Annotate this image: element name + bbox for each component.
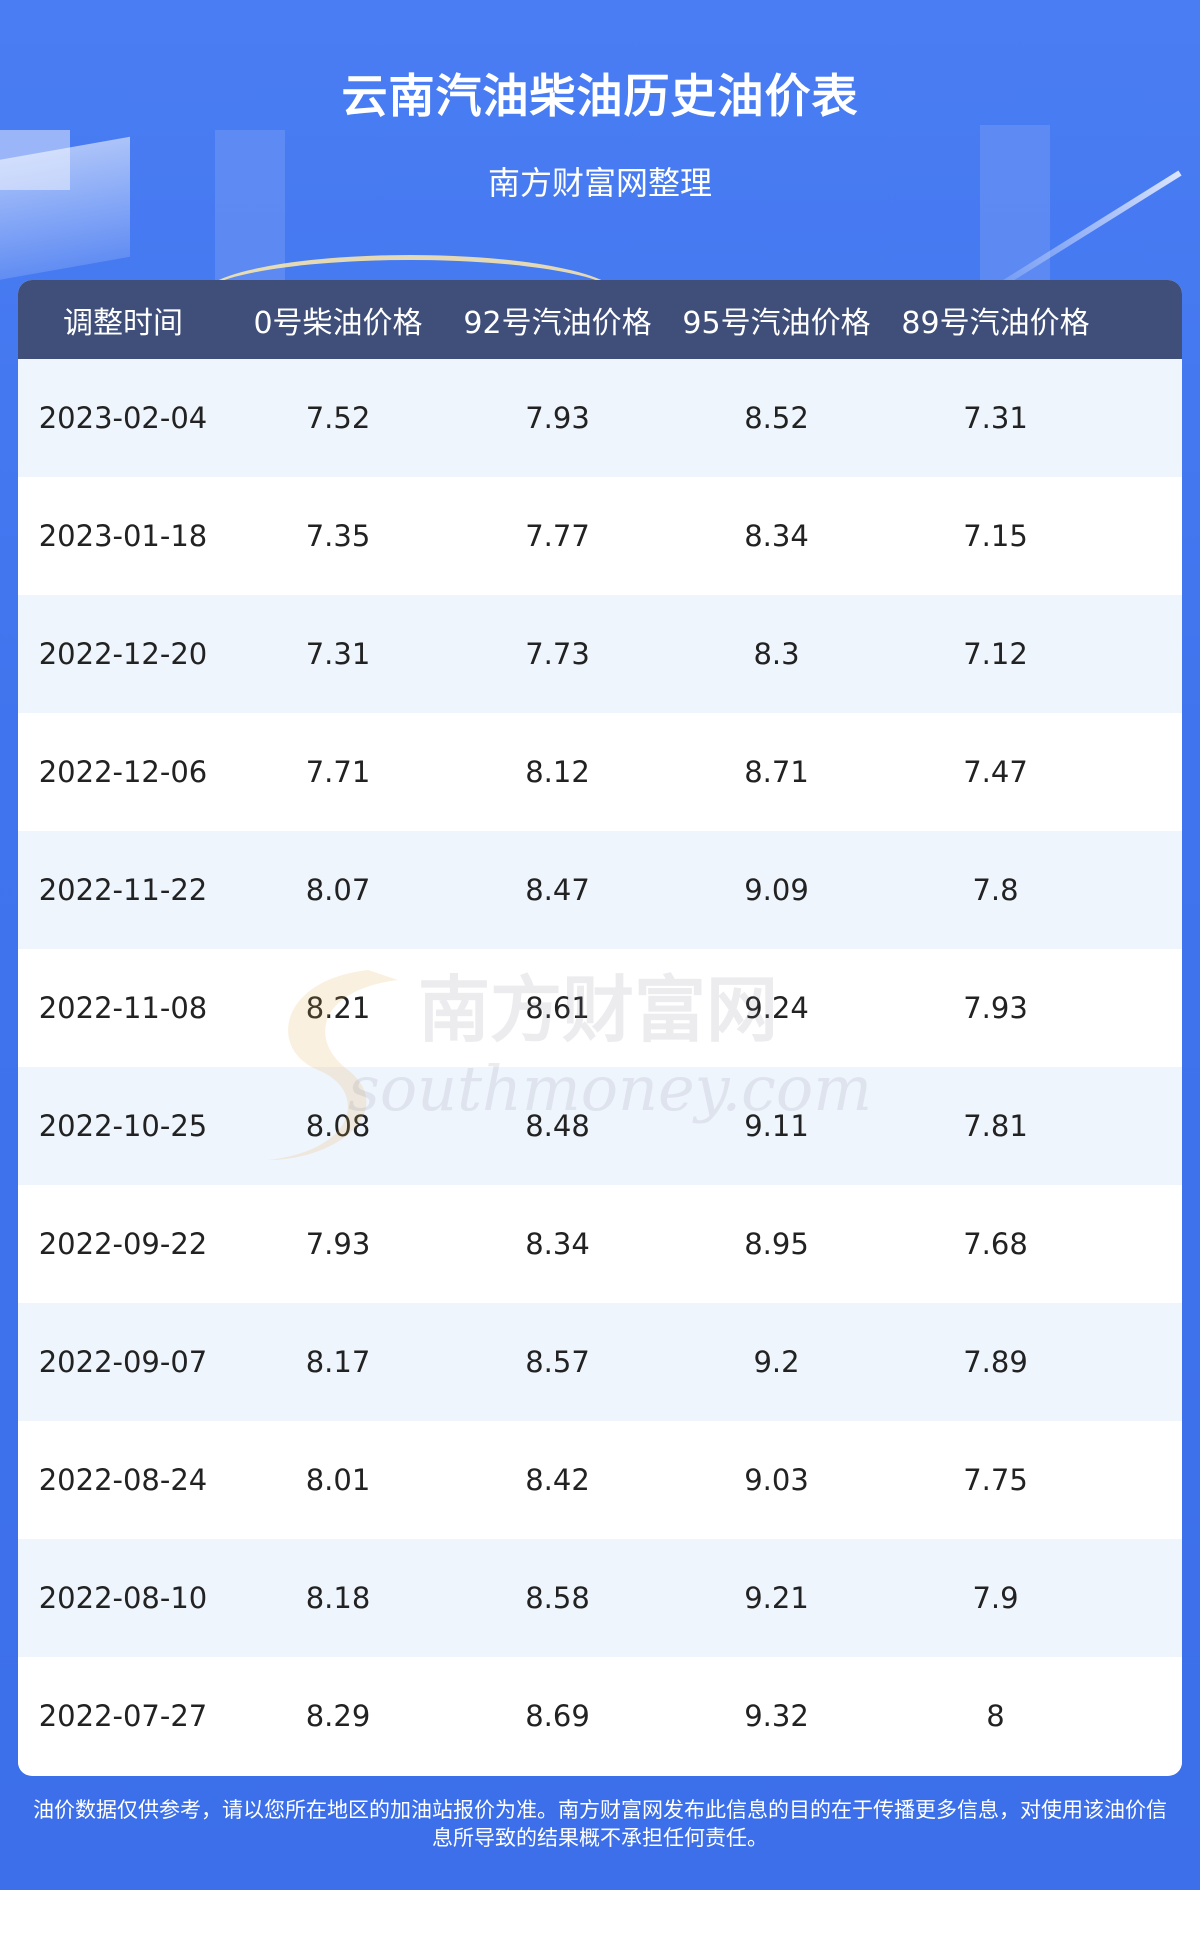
header-diesel-0: 0号柴油价格 <box>253 305 423 341</box>
cell-gasoline-89: 7.81 <box>963 1109 1028 1143</box>
cell-date: 2023-01-18 <box>38 519 208 553</box>
cell-gasoline-92: 8.58 <box>525 1581 590 1615</box>
header-gasoline-95: 95号汽油价格 <box>682 305 871 341</box>
cell-gasoline-95: 9.24 <box>744 991 809 1025</box>
cell-gasoline-92: 7.77 <box>525 519 590 553</box>
disclaimer: 油价数据仅供参考，请以您所在地区的加油站报价为准。南方财富网发布此信息的目的在于… <box>0 1796 1200 1852</box>
page-subtitle: 南方财富网整理 <box>487 164 712 202</box>
cell-gasoline-92: 7.93 <box>525 401 590 435</box>
cell-gasoline-95: 8.52 <box>744 401 809 435</box>
cell-date: 2022-11-22 <box>38 873 208 907</box>
cell-gasoline-89: 7.9 <box>972 1581 1019 1615</box>
table-row: 2022-10-25 8.08 8.48 9.11 7.81 <box>18 1067 1182 1185</box>
disclaimer-line-2: 息所导致的结果概不承担任何责任。 <box>432 1826 768 1850</box>
cell-diesel-0: 7.93 <box>305 1227 371 1261</box>
cell-date: 2022-11-08 <box>38 991 208 1025</box>
cell-gasoline-89: 7.15 <box>963 519 1028 553</box>
cell-diesel-0: 7.35 <box>305 519 371 553</box>
cell-gasoline-89: 7.93 <box>963 991 1028 1025</box>
page-background: 云南汽油柴油历史油价表 南方财富网整理 调整时间 0号柴油价格 92号汽油价格 … <box>0 0 1200 1890</box>
cell-gasoline-92: 8.61 <box>525 991 590 1025</box>
cell-diesel-0: 8.18 <box>305 1581 371 1615</box>
cell-date: 2022-12-06 <box>38 755 208 789</box>
cell-gasoline-95: 9.21 <box>744 1581 809 1615</box>
table-row: 2022-08-10 8.18 8.58 9.21 7.9 <box>18 1539 1182 1657</box>
cell-diesel-0: 7.52 <box>305 401 371 435</box>
cell-gasoline-92: 8.12 <box>525 755 590 789</box>
cell-date: 2022-07-27 <box>38 1699 208 1733</box>
table-row: 2022-09-22 7.93 8.34 8.95 7.68 <box>18 1185 1182 1303</box>
table-row: 2022-12-06 7.71 8.12 8.71 7.47 <box>18 713 1182 831</box>
cell-gasoline-89: 7.75 <box>963 1463 1028 1497</box>
cell-date: 2022-10-25 <box>38 1109 208 1143</box>
header-gasoline-92: 92号汽油价格 <box>463 305 652 341</box>
cell-gasoline-95: 9.32 <box>744 1699 809 1733</box>
cell-gasoline-92: 8.48 <box>525 1109 590 1143</box>
table-body: 2023-02-04 7.52 7.93 8.52 7.31 2023-01-18 7.35… <box>18 359 1182 1775</box>
cell-gasoline-95: 8.3 <box>753 637 800 671</box>
cell-gasoline-89: 8 <box>986 1699 1005 1733</box>
cell-gasoline-95: 8.34 <box>744 519 809 553</box>
cell-gasoline-95: 9.2 <box>753 1345 800 1379</box>
cell-gasoline-89: 7.89 <box>963 1345 1028 1379</box>
cell-gasoline-92: 8.57 <box>525 1345 590 1379</box>
cell-date: 2023-02-04 <box>38 401 208 435</box>
cell-diesel-0: 8.01 <box>305 1463 371 1497</box>
cell-diesel-0: 8.29 <box>305 1699 371 1733</box>
cell-gasoline-95: 8.95 <box>744 1227 809 1261</box>
table-header-row: 调整时间 0号柴油价格 92号汽油价格 95号汽油价格 89号汽油价格 <box>18 280 1182 359</box>
cell-date: 2022-12-20 <box>38 637 208 671</box>
price-table: 调整时间 0号柴油价格 92号汽油价格 95号汽油价格 89号汽油价格 2023… <box>18 280 1182 1776</box>
cell-gasoline-89: 7.47 <box>963 755 1028 789</box>
cell-gasoline-89: 7.12 <box>963 637 1028 671</box>
decor-building <box>215 130 285 280</box>
cell-gasoline-95: 9.03 <box>744 1463 809 1497</box>
cell-gasoline-89: 7.8 <box>972 873 1019 907</box>
header-date: 调整时间 <box>63 305 183 341</box>
cell-gasoline-95: 8.71 <box>744 755 809 789</box>
page-title: 云南汽油柴油历史油价表 <box>341 69 859 123</box>
table-row: 2023-01-18 7.35 7.77 8.34 7.15 <box>18 477 1182 595</box>
header-gasoline-89: 89号汽油价格 <box>901 305 1090 341</box>
table-row: 2022-08-24 8.01 8.42 9.03 7.75 <box>18 1421 1182 1539</box>
cell-gasoline-92: 8.69 <box>525 1699 590 1733</box>
cell-gasoline-95: 9.11 <box>744 1109 809 1143</box>
cell-diesel-0: 7.71 <box>305 755 371 789</box>
cell-gasoline-95: 9.09 <box>744 873 809 907</box>
decor-building <box>980 125 1050 280</box>
cell-gasoline-89: 7.68 <box>963 1227 1028 1261</box>
cell-diesel-0: 8.21 <box>305 991 371 1025</box>
table-row: 2022-11-08 8.21 8.61 9.24 7.93 <box>18 949 1182 1067</box>
cell-diesel-0: 8.08 <box>305 1109 371 1143</box>
cell-gasoline-89: 7.31 <box>963 401 1028 435</box>
table-row: 2022-07-27 8.29 8.69 9.32 8 <box>18 1657 1182 1775</box>
cell-gasoline-92: 8.42 <box>525 1463 590 1497</box>
cell-date: 2022-09-22 <box>38 1227 208 1261</box>
cell-diesel-0: 8.07 <box>305 873 371 907</box>
cell-date: 2022-08-24 <box>38 1463 208 1497</box>
cell-diesel-0: 7.31 <box>305 637 371 671</box>
table-row: 2022-12-20 7.31 7.73 8.3 7.12 <box>18 595 1182 713</box>
disclaimer-line-1: 油价数据仅供参考，请以您所在地区的加油站报价为准。南方财富网发布此信息的目的在于… <box>33 1798 1167 1822</box>
cell-gasoline-92: 8.47 <box>525 873 590 907</box>
table-row: 2022-09-07 8.17 8.57 9.2 7.89 <box>18 1303 1182 1421</box>
cell-date: 2022-09-07 <box>38 1345 208 1379</box>
cell-gasoline-92: 8.34 <box>525 1227 590 1261</box>
table-row: 2023-02-04 7.52 7.93 8.52 7.31 <box>18 359 1182 477</box>
cell-date: 2022-08-10 <box>38 1581 208 1615</box>
decor-arc <box>200 255 620 340</box>
cell-gasoline-92: 7.73 <box>525 637 590 671</box>
cell-diesel-0: 8.17 <box>305 1345 371 1379</box>
table-row: 2022-11-22 8.07 8.47 9.09 7.8 <box>18 831 1182 949</box>
